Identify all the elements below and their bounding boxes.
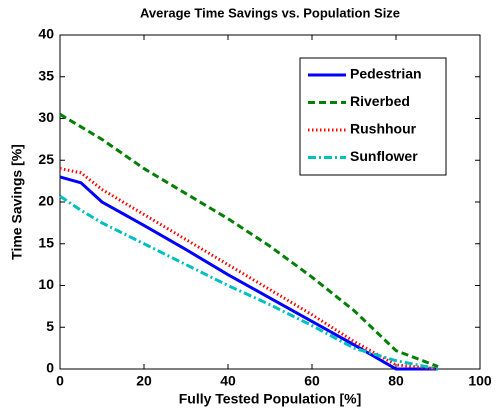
legend-label: Riverbed [350,93,410,109]
line-series [59,175,438,371]
legend-label: Sunflower [350,148,418,164]
y-tick-label: 15 [38,234,54,250]
y-tick-label: 5 [46,318,54,334]
legend-label: Pedestrian [350,66,422,82]
y-tick-label: 40 [38,26,54,42]
legend-label: Rushhour [350,121,417,137]
x-tick-label: 0 [56,373,64,389]
x-tick-label: 20 [136,373,152,389]
y-tick-label: 30 [38,109,54,125]
y-tick-label: 10 [38,276,54,292]
x-tick-label: 40 [220,373,236,389]
legend-box [299,57,447,176]
chart-title: Average Time Savings vs. Population Size [140,5,400,20]
y-tick-label: 20 [38,193,54,209]
y-tick-label: 35 [38,67,54,83]
y-tick-label: 0 [46,360,54,376]
x-tick-label: 80 [388,373,404,389]
x-tick-label: 60 [304,373,320,389]
y-tick-label: 25 [38,151,54,167]
x-tick-label: 100 [468,373,492,389]
y-axis-label: Time Savings [%] [9,144,25,260]
x-axis-label: Fully Tested Population [%] [179,391,362,407]
